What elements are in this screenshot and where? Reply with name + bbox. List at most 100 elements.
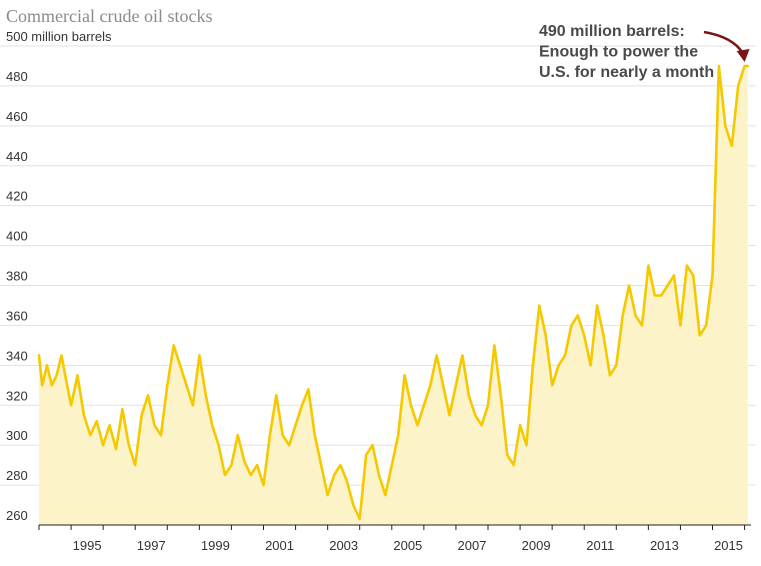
data-point xyxy=(313,434,316,437)
data-point xyxy=(339,464,342,466)
x-tick-label: 2011 xyxy=(586,538,614,553)
data-point xyxy=(525,444,528,447)
data-point xyxy=(166,384,169,387)
y-tick-label: 360 xyxy=(6,308,28,323)
data-point xyxy=(538,304,541,307)
x-tick-label: 2007 xyxy=(458,538,487,553)
data-point xyxy=(499,394,502,397)
annotation-arrowhead xyxy=(736,49,750,62)
annotation-text-line: 490 million barrels: xyxy=(539,23,685,40)
data-point xyxy=(50,384,53,387)
data-point xyxy=(746,65,749,67)
data-point xyxy=(589,364,592,367)
data-point xyxy=(60,354,63,357)
data-point xyxy=(634,314,637,317)
data-point xyxy=(448,414,451,417)
y-tick-label: 280 xyxy=(6,468,28,483)
data-point xyxy=(410,404,412,407)
data-point xyxy=(532,364,534,367)
data-point xyxy=(307,388,310,391)
y-tick-label: 380 xyxy=(6,269,28,284)
y-tick-label: 460 xyxy=(6,109,28,124)
data-point xyxy=(236,434,239,437)
data-point xyxy=(41,384,44,387)
data-point xyxy=(435,354,438,357)
data-point xyxy=(442,384,444,387)
data-point xyxy=(179,364,182,367)
chart-title: Commercial crude oil stocks xyxy=(6,6,212,26)
data-point xyxy=(211,424,214,427)
data-point xyxy=(365,454,367,456)
y-tick-labels: 260 280 300 320 340 360 380 400 420 440 460 480 500 … xyxy=(6,29,112,523)
data-point xyxy=(243,460,246,462)
data-point xyxy=(121,408,124,411)
data-point xyxy=(718,65,720,67)
y-tick-label: 440 xyxy=(6,149,28,164)
data-point xyxy=(55,374,58,377)
y-tick-label: 400 xyxy=(6,229,28,244)
data-point xyxy=(288,444,291,447)
data-point xyxy=(615,364,618,367)
data-point xyxy=(65,380,68,383)
annotation-text-line: Enough to power the xyxy=(539,44,698,61)
data-point xyxy=(378,474,380,476)
y-tick-label: 500 million barrels xyxy=(6,29,112,44)
data-point xyxy=(153,424,156,427)
data-point xyxy=(621,314,624,317)
data-point xyxy=(679,324,682,327)
data-point xyxy=(403,374,406,377)
data-point xyxy=(352,504,355,506)
y-tick-label: 340 xyxy=(6,348,28,363)
data-point xyxy=(461,354,464,357)
data-point xyxy=(192,404,194,407)
data-point xyxy=(217,444,220,447)
x-tick-labels: 1995 1997 1999 2001 2003 2005 2007 2009 2011 2013… xyxy=(73,538,743,553)
data-point xyxy=(653,294,656,297)
y-tick-label: 300 xyxy=(6,428,28,443)
x-tick-label: 2001 xyxy=(265,538,294,553)
data-point xyxy=(301,404,303,407)
data-point xyxy=(692,274,695,277)
data-point xyxy=(198,354,201,357)
data-point xyxy=(346,480,348,482)
data-point xyxy=(115,448,117,451)
data-point xyxy=(423,404,425,407)
y-tick-label: 260 xyxy=(6,508,28,523)
data-point xyxy=(544,334,547,337)
data-point xyxy=(172,344,175,347)
data-point xyxy=(204,394,207,397)
data-point xyxy=(596,304,598,307)
y-tick-label: 320 xyxy=(6,388,28,403)
data-point xyxy=(160,434,162,437)
x-tick-label: 1995 xyxy=(73,538,102,553)
data-point xyxy=(576,314,579,317)
data-point xyxy=(705,324,707,327)
data-point xyxy=(506,454,509,456)
data-point xyxy=(38,354,40,357)
data-point xyxy=(698,334,701,337)
data-point xyxy=(493,344,496,347)
area-fill-layer xyxy=(39,66,748,525)
data-point xyxy=(480,424,483,427)
data-point xyxy=(570,324,573,327)
y-tick-label: 420 xyxy=(6,189,28,204)
data-point xyxy=(609,374,611,377)
data-point xyxy=(666,284,669,287)
data-point xyxy=(185,384,188,387)
data-point xyxy=(467,394,470,397)
data-point xyxy=(455,384,457,387)
data-point xyxy=(583,334,586,337)
data-point xyxy=(358,518,361,520)
x-tick-label: 1997 xyxy=(137,538,166,553)
data-point xyxy=(320,464,323,466)
data-point xyxy=(262,484,265,486)
x-tick-label: 2015 xyxy=(714,538,743,553)
data-point xyxy=(384,494,387,496)
x-tick-label: 2009 xyxy=(522,538,551,553)
data-point xyxy=(737,85,740,87)
data-point xyxy=(730,144,733,147)
data-point xyxy=(102,444,104,447)
data-point xyxy=(256,464,258,466)
data-point xyxy=(724,124,727,127)
